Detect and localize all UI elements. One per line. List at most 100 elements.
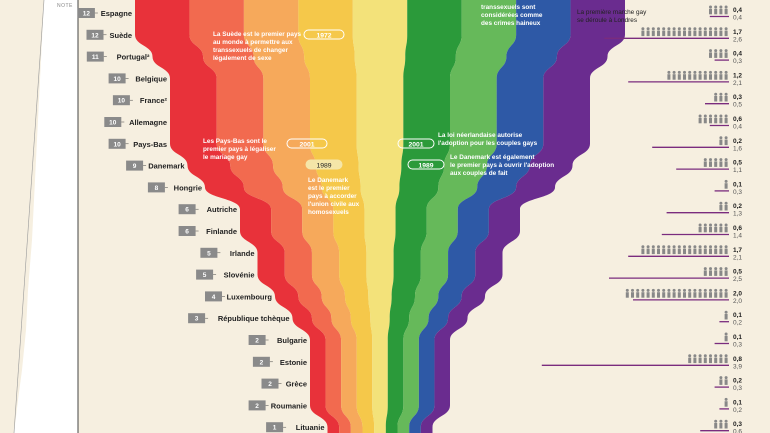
right-row: 0,20,3 — [714, 376, 742, 392]
right-row: 0,40,3 — [709, 49, 742, 65]
person-icon — [703, 288, 707, 298]
top-value: 0,8 — [733, 356, 742, 363]
score-chip — [196, 269, 214, 280]
annotation-line: l'adoption pour les couples gays — [438, 140, 538, 147]
person-icon — [703, 27, 707, 37]
person-icon — [724, 245, 728, 255]
person-icon — [724, 310, 728, 320]
right-row: 0,10,2 — [719, 397, 742, 414]
person-icon — [703, 158, 707, 167]
right-row: 0,52,5 — [609, 267, 742, 283]
score-value: 2 — [268, 381, 272, 388]
country-label: Finlande — [206, 227, 237, 236]
person-icon — [714, 70, 718, 80]
person-icon — [719, 136, 723, 146]
score-value: 3 — [195, 316, 199, 323]
person-icon — [709, 245, 712, 255]
bottom-value: 0,3 — [733, 385, 742, 392]
annotation-line: transsexuels sont — [481, 4, 536, 11]
person-icon — [724, 288, 728, 298]
person-icon — [714, 223, 718, 233]
person-icon — [698, 27, 702, 37]
top-value: 0,3 — [733, 94, 742, 101]
person-icon — [719, 201, 723, 211]
score-value: 2 — [255, 403, 259, 410]
person-icon — [719, 114, 723, 124]
top-value: 0,5 — [733, 160, 742, 167]
person-icon — [724, 376, 728, 385]
top-value: 0,1 — [733, 399, 742, 406]
person-icon — [693, 27, 697, 37]
score-value: 10 — [113, 141, 121, 148]
person-icon — [693, 70, 697, 80]
annotation-line: Le Danemark est également — [450, 154, 535, 161]
person-icon — [646, 245, 650, 255]
person-icon — [688, 70, 692, 80]
score-value: 8 — [155, 185, 159, 192]
band-4 — [352, 0, 408, 433]
score-chip — [86, 29, 104, 40]
person-icon — [677, 27, 681, 37]
score-chip — [261, 378, 279, 389]
person-icon — [667, 70, 671, 80]
right-row: 0,40,4 — [709, 5, 742, 22]
band-8 — [420, 0, 626, 433]
score-chip — [248, 335, 266, 345]
person-icon — [714, 158, 718, 167]
person-icon — [651, 245, 655, 255]
annotation-line: aux couples de fait — [450, 170, 508, 177]
country-label: Danemark — [148, 162, 185, 171]
country-row: Estonie 2 — [252, 356, 307, 367]
person-icon — [657, 27, 660, 37]
person-icon — [709, 5, 712, 15]
year-label: 1972 — [316, 33, 331, 40]
person-icon — [714, 354, 718, 364]
annotation-line: se déroule à Londres — [577, 17, 637, 24]
score-value: 6 — [185, 207, 189, 214]
person-icon — [714, 27, 718, 37]
top-value: 0,4 — [733, 7, 742, 14]
country-row: Danemark 9 — [126, 160, 185, 171]
country-row: Luxembourg 4 — [205, 291, 273, 302]
score-chip — [248, 400, 266, 411]
top-value: 0,5 — [733, 269, 742, 276]
person-icon — [724, 201, 728, 211]
country-label: Luxembourg — [227, 292, 273, 301]
bottom-value: 1,4 — [733, 233, 742, 240]
country-label: Portugal² — [117, 53, 150, 62]
person-icon — [677, 245, 681, 255]
top-value: 0,3 — [733, 421, 742, 428]
score-value: 11 — [92, 54, 99, 61]
score-value: 12 — [91, 32, 99, 39]
country-label: République tchèque — [218, 314, 290, 323]
person-icon — [714, 267, 718, 276]
bottom-value: 0,6 — [733, 429, 742, 433]
right-row: 0,21,3 — [666, 201, 742, 218]
year-marker: 1989 — [305, 159, 343, 170]
person-icon — [625, 288, 629, 298]
bottom-value: 2,0 — [733, 298, 742, 305]
score-chip — [126, 160, 144, 171]
person-icon — [724, 49, 728, 58]
annotation-line: Le Danemark — [308, 177, 349, 184]
person-icon — [719, 49, 723, 58]
top-value: 1,2 — [733, 72, 742, 79]
score-value: 10 — [109, 120, 117, 127]
person-icon — [724, 92, 728, 102]
annotation-line: La Suède est le premier pays — [213, 31, 302, 38]
top-value: 0,2 — [733, 378, 742, 385]
annotation-line: La loi néerlandaise autorise — [438, 132, 523, 139]
top-value: 0,2 — [733, 138, 742, 145]
top-value: 0,4 — [733, 51, 742, 58]
person-icon — [698, 245, 702, 255]
person-icon — [714, 5, 718, 15]
bottom-value: 0,4 — [733, 15, 742, 22]
person-icon — [719, 70, 723, 80]
top-value: 0,1 — [733, 334, 742, 341]
person-icon — [683, 245, 686, 255]
person-icon — [703, 245, 707, 255]
right-panel: 0,40,41,72,60,40,31,22,10,30,50,60,40,21… — [541, 5, 742, 433]
bottom-value: 1,6 — [733, 145, 742, 152]
right-row: 1,72,1 — [628, 245, 742, 261]
